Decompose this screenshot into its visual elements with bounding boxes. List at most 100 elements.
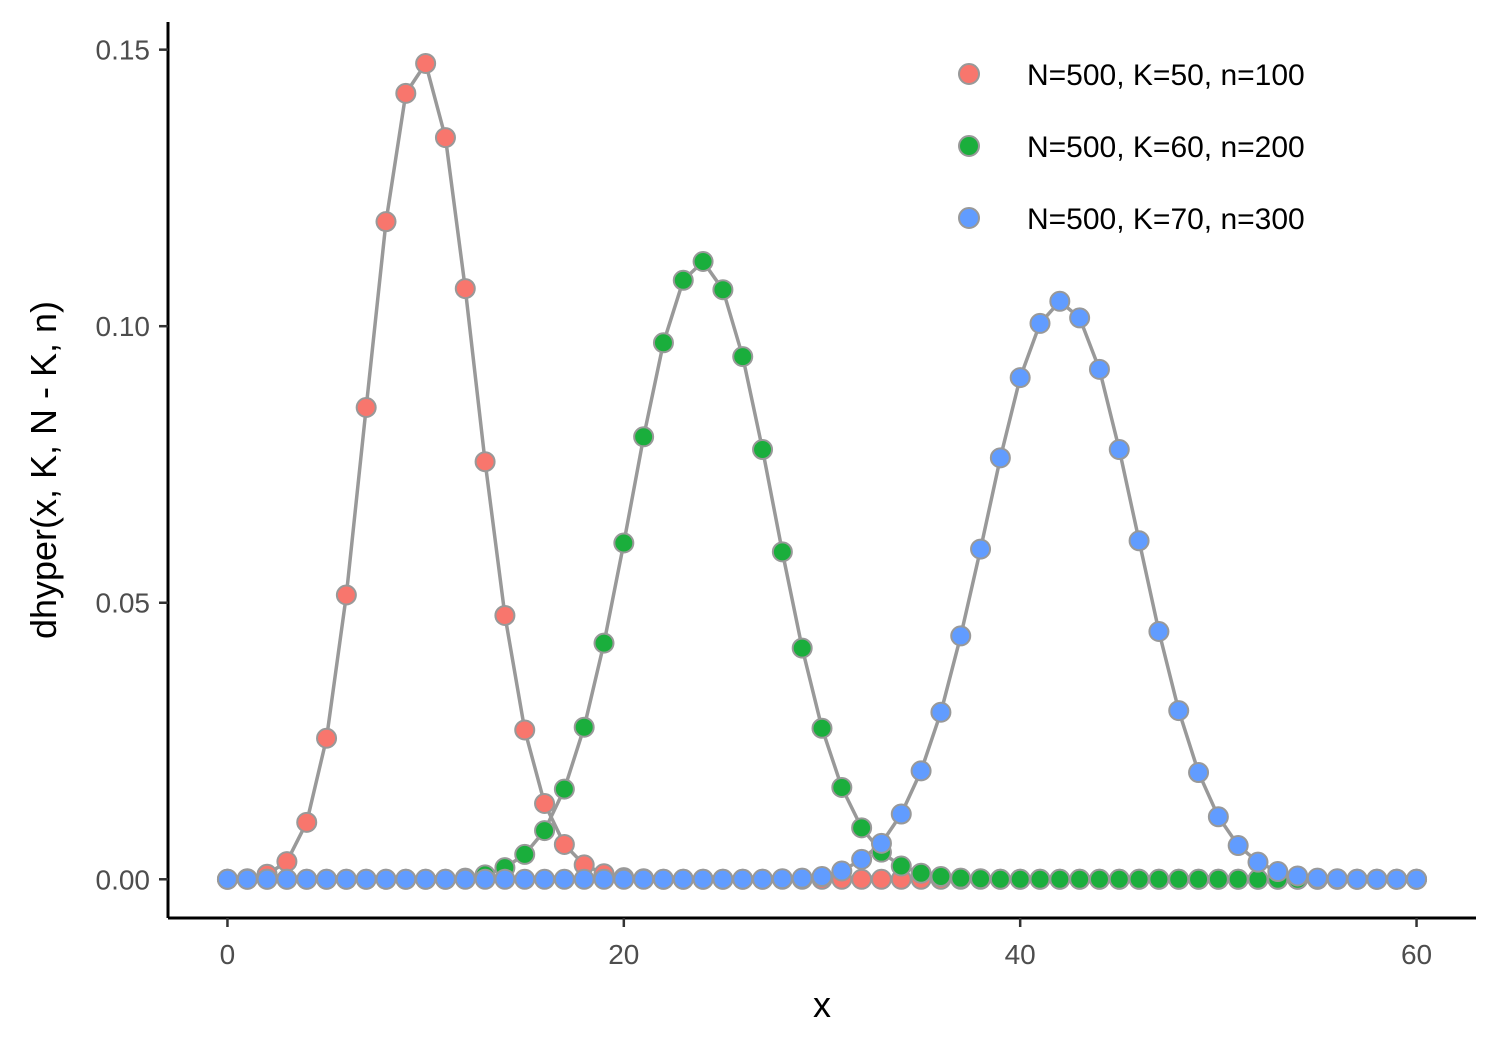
y-tick-label: 0.10 bbox=[96, 311, 151, 342]
data-point-s3-x59 bbox=[1386, 868, 1408, 890]
data-point-s1-x7 bbox=[355, 397, 377, 418]
data-point-s1-x32 bbox=[851, 868, 873, 890]
data-point-s3-x32 bbox=[851, 848, 873, 870]
legend-key-1 bbox=[958, 63, 980, 85]
data-point-s3-x0 bbox=[216, 868, 238, 890]
data-point-s1-x8 bbox=[375, 211, 397, 233]
data-point-s3-x21 bbox=[633, 868, 655, 890]
data-point-s2-x51 bbox=[1227, 868, 1249, 890]
data-point-s3-x19 bbox=[593, 868, 615, 890]
data-point-s2-x46 bbox=[1128, 868, 1150, 890]
data-point-s2-x30 bbox=[811, 717, 833, 739]
data-point-s1-x9 bbox=[395, 82, 417, 104]
data-point-s3-x17 bbox=[553, 868, 575, 890]
x-axis-title: x bbox=[813, 984, 831, 1025]
data-point-s3-x10 bbox=[415, 868, 437, 890]
data-point-s3-x6 bbox=[335, 868, 357, 890]
data-point-s1-x11 bbox=[434, 127, 456, 149]
data-point-s1-x4 bbox=[296, 811, 318, 833]
data-point-s2-x15 bbox=[514, 843, 536, 865]
data-point-s3-x36 bbox=[930, 701, 952, 723]
data-point-s2-x35 bbox=[910, 862, 932, 884]
data-point-s2-x42 bbox=[1049, 868, 1071, 890]
data-point-s2-x20 bbox=[613, 532, 635, 554]
data-point-s3-x44 bbox=[1088, 358, 1110, 380]
data-point-s3-x60 bbox=[1406, 868, 1428, 890]
data-point-s1-x5 bbox=[316, 727, 338, 749]
x-tick-label: 60 bbox=[1401, 939, 1432, 970]
data-point-s2-x28 bbox=[771, 541, 793, 563]
data-point-s3-x41 bbox=[1029, 312, 1051, 334]
data-point-s3-x15 bbox=[514, 868, 536, 890]
data-point-s3-x58 bbox=[1366, 868, 1388, 890]
data-point-s3-x39 bbox=[989, 447, 1011, 469]
data-point-s2-x16 bbox=[534, 820, 556, 842]
data-point-s2-x24 bbox=[692, 250, 714, 272]
data-point-s3-x50 bbox=[1207, 806, 1229, 828]
legend: N=500, K=50, n=100 N=500, K=60, n=200 N=50… bbox=[958, 59, 1305, 236]
data-point-s2-x43 bbox=[1069, 868, 1091, 890]
legend-key-2 bbox=[958, 135, 980, 157]
data-point-s3-x37 bbox=[950, 625, 972, 647]
data-point-s1-x13 bbox=[474, 451, 496, 473]
data-point-s3-x42 bbox=[1049, 290, 1071, 312]
y-axis-title: dhyper(x, K, N - K, n) bbox=[23, 301, 64, 639]
data-point-s3-x16 bbox=[534, 868, 556, 890]
series-line-2 bbox=[227, 259, 1417, 882]
data-point-s2-x21 bbox=[633, 426, 655, 448]
y-tick-label: 0.05 bbox=[96, 588, 151, 619]
data-point-s3-x35 bbox=[910, 760, 932, 782]
data-point-s2-x40 bbox=[1009, 868, 1031, 890]
data-point-s2-x39 bbox=[989, 868, 1011, 890]
data-point-s3-x22 bbox=[652, 868, 674, 890]
data-point-s1-x16 bbox=[534, 793, 556, 815]
data-point-s1-x3 bbox=[276, 851, 298, 873]
data-point-s1-x33 bbox=[870, 868, 892, 890]
legend-key-3 bbox=[958, 207, 980, 229]
data-point-s2-x31 bbox=[831, 776, 853, 798]
data-point-s2-x41 bbox=[1029, 868, 1051, 890]
data-point-s3-x2 bbox=[256, 868, 278, 890]
data-point-s3-x9 bbox=[395, 868, 417, 890]
data-point-s3-x14 bbox=[494, 868, 516, 890]
data-point-s3-x12 bbox=[454, 868, 476, 890]
data-point-s1-x6 bbox=[335, 584, 357, 606]
data-point-s2-x19 bbox=[593, 632, 615, 654]
data-point-s3-x46 bbox=[1128, 530, 1150, 552]
data-point-s3-x48 bbox=[1168, 700, 1190, 722]
series-points bbox=[216, 52, 1428, 890]
data-point-s3-x26 bbox=[732, 868, 754, 890]
data-point-s3-x45 bbox=[1108, 439, 1130, 461]
data-point-s3-x54 bbox=[1287, 865, 1309, 887]
data-point-s3-x4 bbox=[296, 868, 318, 890]
data-point-s2-x44 bbox=[1088, 868, 1110, 890]
data-point-s2-x45 bbox=[1108, 868, 1130, 890]
data-point-s2-x50 bbox=[1207, 868, 1229, 890]
data-point-s3-x13 bbox=[474, 868, 496, 890]
data-point-s3-x33 bbox=[870, 832, 892, 854]
data-point-s2-x36 bbox=[930, 866, 952, 888]
legend-label-2: N=500, K=60, n=200 bbox=[1027, 131, 1305, 164]
data-point-s3-x1 bbox=[236, 868, 258, 890]
data-point-s3-x49 bbox=[1188, 762, 1210, 784]
data-point-s2-x37 bbox=[950, 867, 972, 889]
data-point-s2-x17 bbox=[553, 778, 575, 800]
data-point-s3-x56 bbox=[1326, 868, 1348, 890]
legend-label-1: N=500, K=50, n=100 bbox=[1027, 59, 1305, 92]
x-tick-label: 0 bbox=[220, 939, 236, 970]
x-tick-label: 20 bbox=[608, 939, 639, 970]
data-point-s1-x14 bbox=[494, 604, 516, 626]
data-point-s3-x30 bbox=[811, 866, 833, 888]
data-point-s2-x25 bbox=[712, 279, 734, 301]
data-point-s3-x51 bbox=[1227, 835, 1249, 857]
data-point-s3-x3 bbox=[276, 868, 298, 890]
axis-ticks: 0 20 40 60 0.00 0.05 0.10 0.15 bbox=[96, 35, 1433, 970]
data-point-s2-x34 bbox=[890, 855, 912, 877]
data-point-s2-x23 bbox=[672, 269, 694, 291]
legend-label-3: N=500, K=70, n=300 bbox=[1027, 203, 1305, 236]
data-point-s3-x8 bbox=[375, 868, 397, 890]
series-line-1 bbox=[227, 61, 1417, 882]
data-point-s2-x38 bbox=[970, 868, 992, 890]
data-point-s2-x26 bbox=[732, 346, 754, 368]
